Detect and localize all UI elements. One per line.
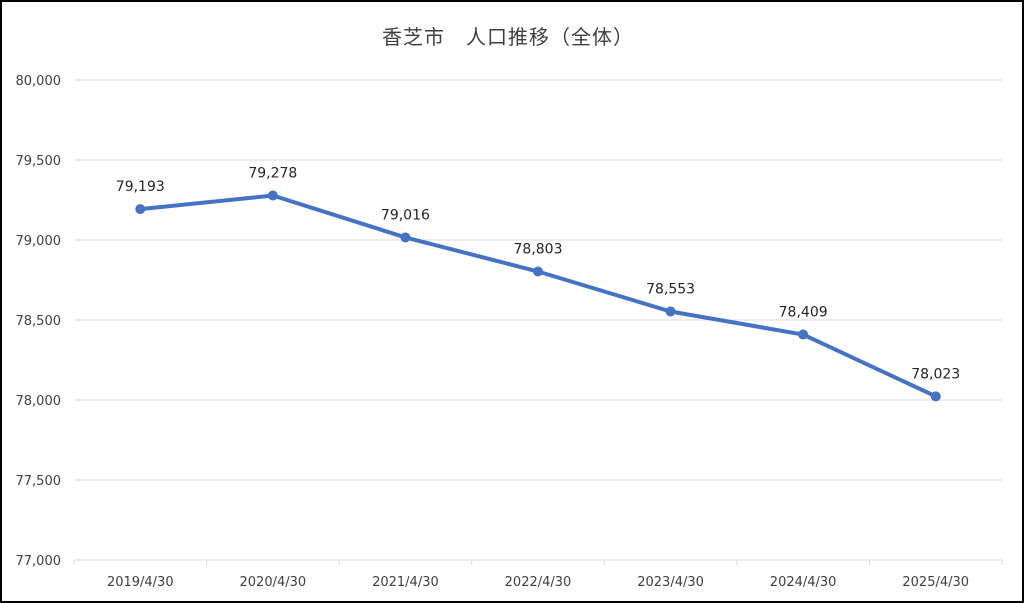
x-tick-label: 2020/4/30: [240, 575, 307, 590]
data-label: 79,278: [248, 166, 297, 182]
data-point: [533, 266, 543, 277]
y-tick-label: 79,500: [16, 154, 62, 169]
x-tick-label: 2025/4/30: [902, 575, 969, 590]
data-label: 78,803: [514, 242, 563, 258]
data-label: 78,409: [779, 305, 828, 321]
y-tick-label: 77,500: [16, 474, 62, 489]
x-tick-label: 2022/4/30: [505, 575, 572, 590]
y-tick-label: 79,000: [16, 234, 62, 249]
series-line: [138, 193, 938, 399]
y-tick-label: 80,000: [16, 74, 62, 89]
x-tick-label: 2024/4/30: [770, 575, 837, 590]
gridlines: [74, 79, 1002, 561]
x-tick-label: 2019/4/30: [107, 575, 174, 590]
data-label: 78,023: [911, 366, 960, 382]
data-label: 78,553: [646, 282, 695, 298]
data-label: 79,016: [381, 207, 430, 223]
y-tick-label: 77,000: [16, 554, 62, 569]
x-tick-label: 2021/4/30: [372, 575, 439, 590]
data-point: [930, 391, 941, 402]
data-point: [798, 329, 809, 340]
data-point: [400, 232, 411, 243]
y-tick-label: 78,500: [16, 314, 62, 329]
data-points: [135, 190, 941, 402]
data-point: [267, 190, 278, 201]
x-tick-label: 2023/4/30: [637, 575, 704, 590]
data-point: [135, 204, 146, 215]
axes: 77,000 77,500 78,000 78,500 79,000 79,500 80,0…: [16, 74, 1003, 590]
data-point: [665, 306, 676, 317]
y-tick-label: 78,000: [16, 394, 62, 409]
series-line-layer: [138, 193, 938, 399]
data-labels: 79,193 79,278 79,016 78,803 78,553 78,409 78,0…: [116, 166, 960, 383]
chart-title: 香芝市 人口推移（全体）: [382, 25, 634, 49]
data-label: 79,193: [116, 179, 165, 195]
